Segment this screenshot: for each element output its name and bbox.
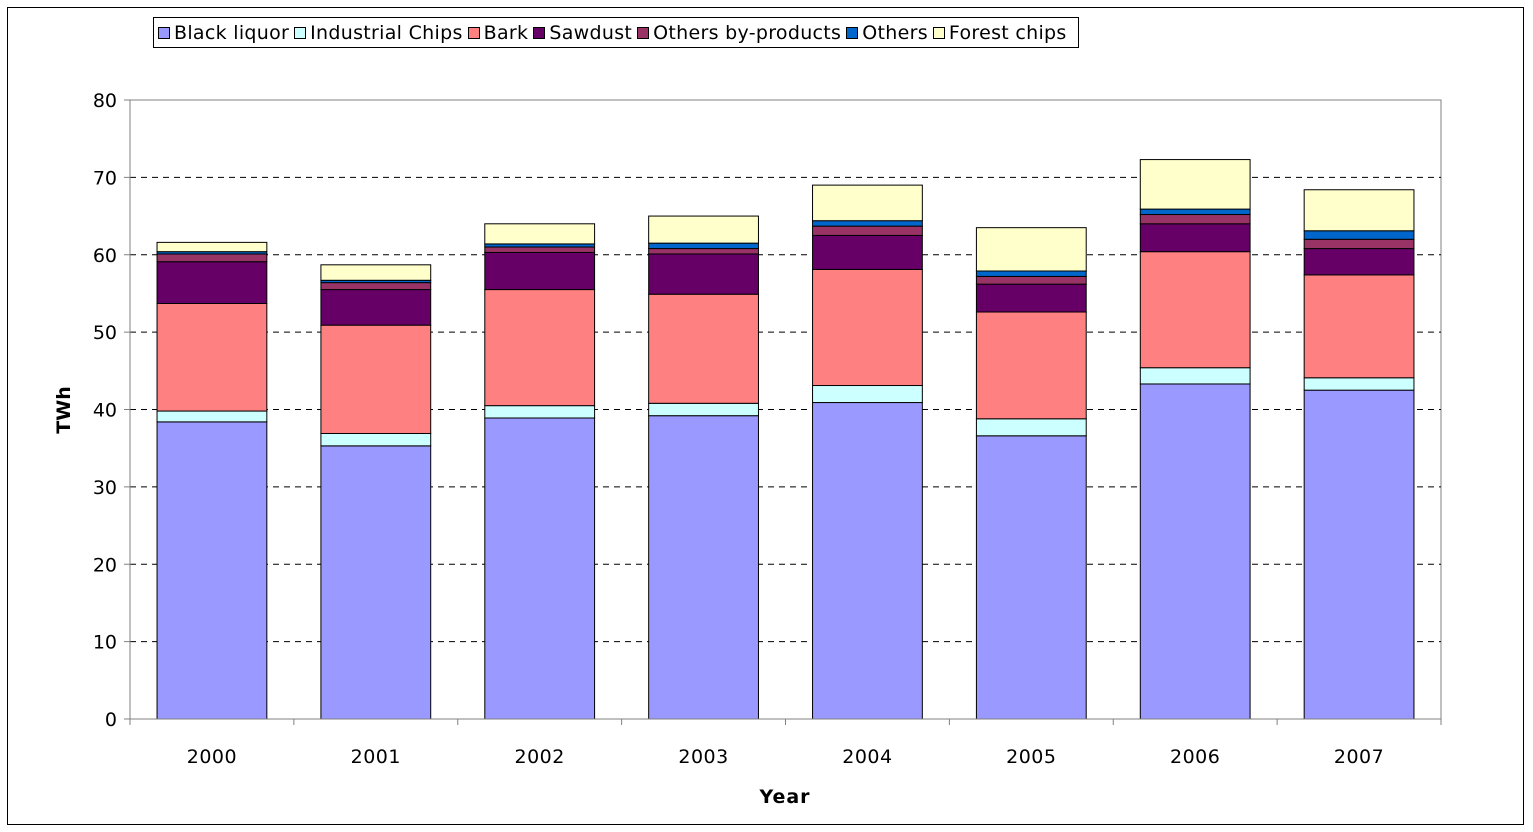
legend-swatch — [294, 26, 307, 39]
x-tick-label: 2000 — [187, 746, 237, 768]
y-tick-label: 50 — [93, 322, 117, 344]
legend-item: Black liquor — [158, 22, 289, 44]
y-axis-title: TWh — [53, 386, 75, 433]
bar-segment-sawdust-2005 — [975, 283, 1087, 313]
bar-segment-bark-2007 — [1303, 274, 1415, 379]
bar-segment-black-liquor-2007 — [1303, 389, 1415, 720]
bar-segment-sawdust-2006 — [1139, 223, 1251, 253]
y-tick-label: 60 — [93, 245, 117, 267]
bar-segment-forest-chips-2002 — [484, 223, 596, 245]
bar-segment-sawdust-2007 — [1303, 248, 1415, 276]
bar-segment-sawdust-2001 — [320, 289, 432, 326]
bar-segment-black-liquor-2000 — [156, 421, 268, 720]
y-tick-label: 70 — [93, 167, 117, 189]
legend-label: Industrial Chips — [310, 21, 463, 44]
y-tick-label: 0 — [105, 709, 117, 731]
legend-swatch — [467, 26, 480, 39]
bar-segment-bark-2006 — [1139, 251, 1251, 369]
legend-swatch — [637, 26, 650, 39]
bar-segment-others-2006 — [1139, 208, 1251, 216]
x-tick-label: 2004 — [842, 746, 892, 768]
legend-item: Forest chips — [932, 21, 1067, 44]
bar-segment-black-liquor-2003 — [648, 415, 759, 720]
y-tick-label: 30 — [93, 477, 117, 499]
y-tick-label: 80 — [93, 90, 117, 112]
legend-swatch — [158, 26, 170, 39]
bar-segment-industrial-chips-2005 — [975, 418, 1087, 437]
x-tick-label: 2001 — [351, 746, 401, 768]
bar-segment-industrial-chips-2007 — [1303, 377, 1415, 391]
bar-segment-bark-2000 — [156, 302, 268, 412]
bar-segment-others-by-products-2005 — [975, 275, 1087, 285]
y-tick-label: 20 — [93, 554, 117, 576]
legend-label: Bark — [483, 21, 529, 44]
legend-item: Others by-products — [637, 22, 841, 44]
legend-item: Sawdust — [533, 22, 632, 44]
bar-segment-bark-2005 — [975, 311, 1087, 420]
bar-segment-forest-chips-2004 — [812, 184, 923, 222]
bar-segment-others-2005 — [975, 270, 1087, 277]
bar-segment-others-by-products-2002 — [484, 246, 596, 253]
bar-segment-bark-2001 — [320, 324, 432, 434]
bar-segment-industrial-chips-2001 — [320, 432, 432, 447]
bar-segment-others-2007 — [1303, 230, 1415, 240]
bar-segment-others-by-products-2003 — [648, 248, 759, 255]
x-axis-title: Year — [758, 786, 810, 808]
bar-segment-bark-2004 — [812, 268, 923, 387]
legend-item: Others — [846, 22, 928, 44]
legend-label: Black liquor — [174, 21, 290, 44]
bar-segment-sawdust-2000 — [156, 261, 268, 304]
bar-segment-forest-chips-2001 — [320, 264, 432, 281]
bar-segment-black-liquor-2001 — [320, 445, 432, 720]
bar-segment-others-2004 — [812, 220, 923, 227]
bar-segment-forest-chips-2003 — [648, 215, 759, 244]
legend-label: Others by-products — [653, 21, 842, 44]
bar-segment-industrial-chips-2004 — [812, 385, 923, 404]
legend-swatch — [932, 26, 945, 39]
bar-segment-others-by-products-2001 — [320, 282, 432, 291]
legend-swatch — [846, 26, 859, 39]
bar-segment-others-by-products-2000 — [156, 253, 268, 263]
x-tick-label: 2002 — [515, 746, 565, 768]
bar-segment-others-by-products-2006 — [1139, 214, 1251, 225]
x-tick-label: 2003 — [678, 746, 728, 768]
legend-label: Sawdust — [549, 21, 633, 44]
y-tick-label: 10 — [93, 632, 117, 654]
x-tick-label: 2006 — [1170, 746, 1220, 768]
legend-label: Others — [862, 21, 928, 44]
legend-swatch — [533, 26, 546, 39]
bar-segment-sawdust-2002 — [484, 251, 596, 291]
bar-segment-black-liquor-2005 — [975, 435, 1087, 720]
bar-segment-bark-2002 — [484, 289, 596, 407]
bar-segment-forest-chips-2006 — [1139, 159, 1251, 210]
legend-item: Industrial Chips — [294, 22, 463, 44]
legend: Black liquor Industrial Chips Bark Sawdust O… — [153, 17, 1079, 48]
bar-segment-industrial-chips-2002 — [484, 405, 596, 419]
bar-segment-others-by-products-2007 — [1303, 238, 1415, 250]
bar-segment-forest-chips-2000 — [156, 241, 268, 253]
bar-segment-others-by-products-2004 — [812, 225, 923, 236]
bar-segment-industrial-chips-2000 — [156, 410, 268, 423]
bar-segment-industrial-chips-2006 — [1139, 367, 1251, 385]
bar-segment-forest-chips-2005 — [975, 227, 1087, 272]
y-tick-label: 40 — [93, 400, 117, 422]
bar-segment-black-liquor-2002 — [484, 417, 596, 720]
bar-segment-forest-chips-2007 — [1303, 189, 1415, 232]
bar-segment-others-2003 — [648, 242, 759, 250]
x-tick-label: 2007 — [1334, 746, 1384, 768]
legend-label: Forest chips — [948, 21, 1067, 44]
bar-segment-sawdust-2004 — [812, 234, 923, 270]
bar-segment-industrial-chips-2003 — [648, 402, 759, 417]
bar-segment-black-liquor-2004 — [812, 402, 923, 720]
bar-segment-sawdust-2003 — [648, 253, 759, 295]
legend-item: Bark — [467, 21, 529, 44]
bar-segment-bark-2003 — [648, 293, 759, 404]
x-tick-label: 2005 — [1006, 746, 1056, 768]
bar-segment-black-liquor-2006 — [1139, 383, 1251, 720]
